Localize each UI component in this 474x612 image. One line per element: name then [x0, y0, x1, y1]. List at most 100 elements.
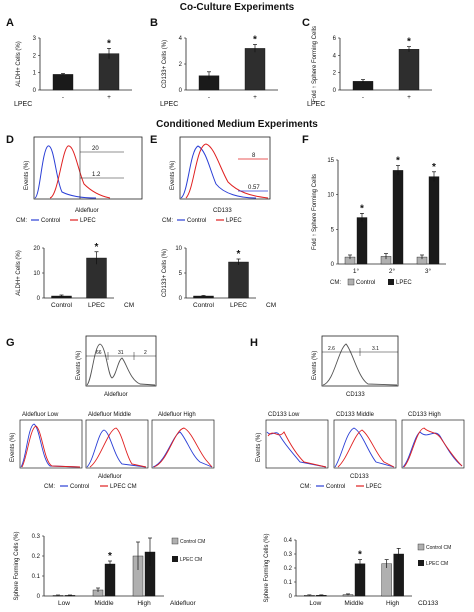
category-label-e-1: LPEC [230, 302, 247, 309]
significance-star-d-1: * [95, 242, 99, 253]
legend-h-cm: CM: Control LPEC [300, 484, 382, 490]
red-trace-e [185, 143, 269, 199]
y-tick-label-g-1: 0.1 [32, 574, 41, 580]
events-axis-g-top: Events (%) [76, 351, 82, 380]
x-title-d: CM [124, 302, 134, 309]
panel-label-f: F [302, 134, 309, 146]
chart-b: 0 2 4 CD133+ Cells (%) - * + [162, 35, 278, 101]
legend-control-cm-g: Control CM [180, 539, 205, 545]
category-label-c-1: + [407, 94, 411, 101]
y-label-c: Fold ↑ Sphere Forming Cells [312, 26, 318, 102]
legend-lpec-d: LPEC [80, 218, 96, 224]
cm-prefix-d: CM: [16, 218, 27, 224]
chart-e: 0 5 10 CD133+ Cells (%) Control * LPEC CM [162, 246, 276, 309]
category-label-a-0: - [62, 94, 64, 101]
y-label-d: ALDH+ Cells (%) [16, 250, 22, 296]
y-label-b: CD133+ Cells (%) [162, 40, 168, 88]
gray-trace-g-top [86, 343, 156, 386]
g-row-title-high: Aldefluor High [158, 412, 196, 418]
cm-prefix-f: CM: [330, 280, 341, 286]
category-label-a-1: + [107, 94, 111, 101]
y-label-a: ALDH+ Cells (%) [16, 41, 22, 87]
y-tick-label-c-3: 6 [333, 36, 337, 42]
y-tick-label-e-2: 10 [175, 246, 182, 252]
y-tick-label-d-1: 10 [33, 271, 40, 277]
bar-g-1-1 [104, 563, 116, 597]
lpec-label-a: LPEC [14, 101, 32, 108]
bar-f-1-1 [392, 170, 404, 265]
legend-lpec-cm-g-bar: LPEC CM [180, 557, 202, 563]
cm-prefix-g: CM: [44, 484, 55, 490]
legend-lpec-e: LPEC [226, 218, 242, 224]
h-row-title-high: CD133 High [408, 412, 441, 418]
aldefluor-axis-d: Aldefluor [75, 208, 99, 214]
bar-h-2-0 [381, 563, 392, 597]
chart-c: 0 2 4 6 Fold ↑ Sphere Forming Cells - * + [312, 26, 432, 102]
legend-h-bars: Control CM LPEC CM [417, 543, 451, 567]
y-label-g: Sphere Forming Cells (%) [14, 531, 20, 600]
panel-label-h: H [250, 337, 258, 349]
y-tick-label-a-1: 1 [33, 71, 37, 77]
y-tick-label-a-2: 2 [33, 53, 37, 59]
category-label-h-2: High [386, 600, 400, 607]
g-row-title-middle: Aldefluor Middle [88, 412, 132, 418]
significance-star-f-2: * [432, 162, 436, 173]
legend-lpec-cm-g: LPEC CM [110, 484, 137, 490]
bar-b-1-0 [244, 48, 266, 91]
gate-label-e-1: 8 [252, 153, 256, 159]
y-tick-label-g-0: 0 [37, 594, 41, 600]
y-tick-label-h-0: 0 [289, 594, 293, 600]
cd133-axis-e: CD133 [213, 208, 232, 214]
gate-label-g-3: 2 [144, 350, 147, 356]
gate-label-d-2: 1.2 [92, 172, 101, 178]
y-tick-label-c-1: 2 [333, 71, 337, 77]
x-title-g: Aldefluor [170, 600, 196, 607]
legend-control-cm-h: Control CM [426, 545, 451, 551]
panel-label-e: E [150, 134, 157, 146]
flow-histogram-h-top: 2.6 3.1 Events (%) CD133 [312, 335, 399, 398]
y-label-h: Sphere Forming Cells (%) [264, 533, 270, 602]
legend-control-d: Control [41, 218, 60, 224]
gate-label-h-2: 3.1 [372, 346, 379, 352]
panel-label-d: D [6, 134, 14, 146]
category-label-f-0: 1° [353, 267, 360, 275]
lpec-label-c: LPEC [307, 101, 325, 108]
bar-c-1-0 [398, 49, 420, 91]
y-tick-label-f-3: 15 [327, 158, 334, 164]
category-label-h-1: Middle [344, 600, 364, 607]
y-tick-label-b-0: 0 [179, 88, 183, 94]
significance-star-g-1: * [108, 551, 112, 562]
cm-prefix-e: CM: [162, 218, 173, 224]
y-tick-label-h-4: 0.4 [284, 538, 293, 544]
gate-label-h-1: 2.6 [328, 346, 335, 352]
chart-f: 0 5 10 15 Fold ↑ Sphere Forming Cells * 1° * 2° *… [312, 156, 446, 275]
cd133-axis-h-row: CD133 [350, 474, 369, 480]
significance-star-c-1: * [407, 37, 411, 48]
x-title-e: CM [266, 302, 276, 309]
gray-trace-h-top [322, 343, 398, 386]
legend-control-h: Control [326, 484, 345, 490]
significance-star-f-1: * [396, 156, 400, 167]
legend-e: CM: Control LPEC [162, 218, 242, 224]
y-tick-label-a-0: 0 [33, 88, 37, 94]
legend-lpec-f: LPEC [396, 280, 412, 286]
cm-prefix-h: CM: [300, 484, 311, 490]
y-tick-label-c-2: 4 [333, 53, 337, 59]
category-label-b-0: - [208, 94, 210, 101]
legend-d: CM: Control LPEC [16, 218, 96, 224]
category-label-g-1: Middle [94, 600, 114, 607]
y-tick-label-d-2: 20 [33, 246, 40, 252]
panel-label-b: B [150, 17, 158, 29]
significance-star-a-1: * [107, 38, 111, 49]
blue-trace-d [34, 145, 97, 199]
h-row-title-low: CD133 Low [268, 412, 300, 418]
gate-label-e-2: 0.57 [248, 185, 260, 191]
category-label-g-2: High [137, 600, 151, 607]
flow-histogram-g-top: 66 31 2 Events (%) Aldefluor [76, 335, 157, 398]
events-axis-h-top: Events (%) [312, 351, 318, 380]
chart-h: 0 0.1 0.2 0.3 0.4 Sphere Forming Cells (%) Low… [264, 533, 439, 607]
y-tick-label-h-3: 0.3 [284, 552, 293, 558]
significance-star-f-0: * [360, 203, 364, 214]
legend-lpec-cm-h: LPEC CM [426, 561, 448, 567]
